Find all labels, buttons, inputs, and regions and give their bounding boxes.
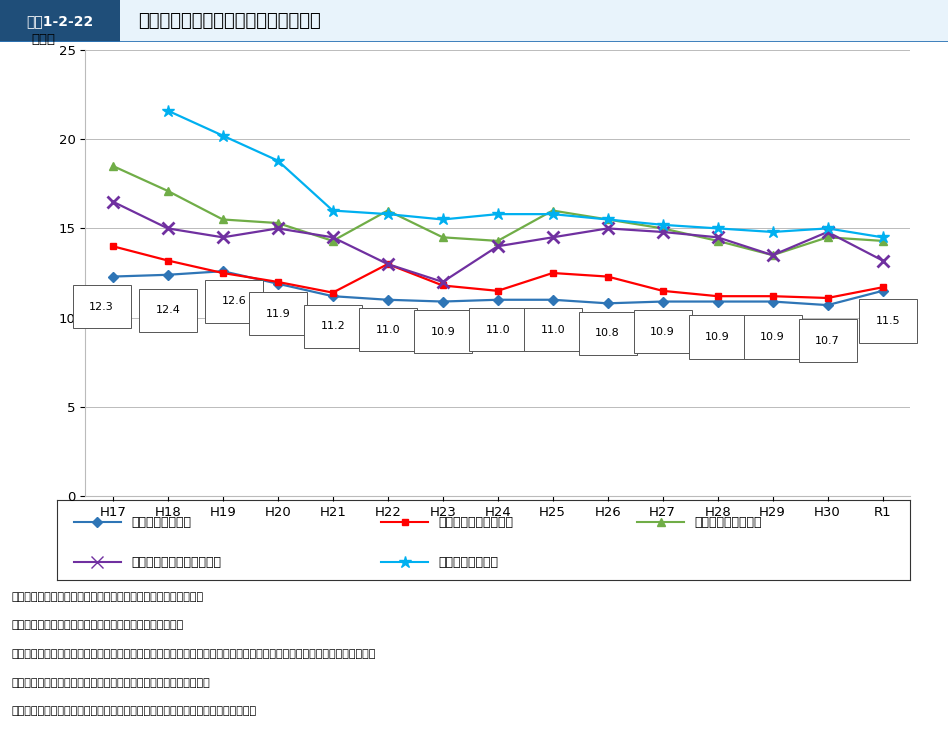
Text: 看護職員は（公社）日本看護協会「病院看護実態調査」: 看護職員は（公社）日本看護協会「病院看護実態調査」 [11, 621, 184, 630]
Text: 10.9: 10.9 [705, 332, 730, 342]
Text: 11.2: 11.2 [320, 321, 345, 331]
Text: 新卒者は厚生労働省人材開発統括官「新規学卒者の離職状況に関する資料一覧」: 新卒者は厚生労働省人材開発統括官「新規学卒者の離職状況に関する資料一覧」 [11, 706, 257, 716]
Text: 11.5: 11.5 [876, 316, 901, 326]
Text: 11.0: 11.0 [375, 324, 400, 335]
Text: 看護職員（常勤）: 看護職員（常勤） [131, 516, 191, 529]
Text: 一般労働者（医療・福祉）: 一般労働者（医療・福祉） [131, 556, 221, 569]
Text: 一般労働者（女性）: 一般労働者（女性） [694, 516, 762, 529]
Text: 11.0: 11.0 [540, 324, 565, 335]
Text: 介護職員（正規）: 介護職員（正規） [438, 556, 499, 569]
Text: 10.7: 10.7 [815, 336, 840, 346]
Text: 12.4: 12.4 [155, 305, 180, 316]
Text: 常勤看護職員と他産業の離職率の推移: 常勤看護職員と他産業の離職率の推移 [138, 12, 320, 30]
Text: 一般労働者（産業計）: 一般労働者（産業計） [438, 516, 513, 529]
Text: 10.9: 10.9 [650, 327, 675, 336]
Text: 資料：以下の資料により厚生労働省医政局看護課において作成。: 資料：以下の資料により厚生労働省医政局看護課において作成。 [11, 592, 204, 602]
Text: 12.6: 12.6 [222, 296, 246, 306]
Text: 10.9: 10.9 [430, 327, 455, 336]
Bar [0, 0, 120, 42]
Text: 10.9: 10.9 [760, 332, 785, 342]
Text: 10.8: 10.8 [595, 328, 620, 338]
Text: 図表1-2-22: 図表1-2-22 [27, 14, 94, 28]
Text: 一般労働者（産業計、女性、医療・福祉）は厚生労働省政策統括官（統計・情報政策、労使関係担当）「雇用動向調査」: 一般労働者（産業計、女性、医療・福祉）は厚生労働省政策統括官（統計・情報政策、労… [11, 649, 375, 659]
Text: 11.9: 11.9 [265, 309, 290, 319]
Text: 介護職員は（公財）介護労働安定センター「介護労働実態調査」: 介護職員は（公財）介護労働安定センター「介護労働実態調査」 [11, 678, 210, 688]
Text: （％）: （％） [31, 33, 56, 46]
Text: 11.0: 11.0 [485, 324, 510, 335]
Text: 12.3: 12.3 [89, 302, 114, 312]
